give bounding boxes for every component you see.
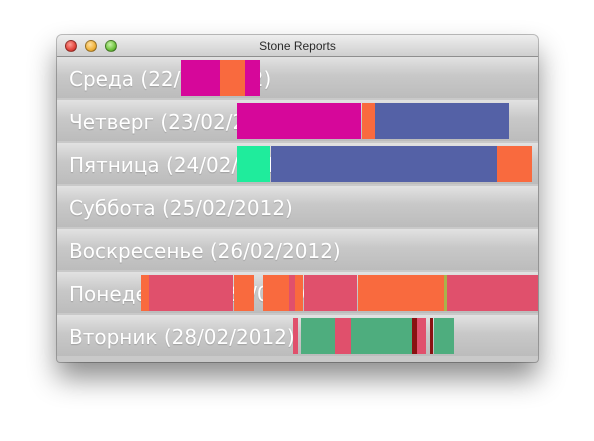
- activity-segment[interactable]: [351, 318, 412, 354]
- app-window: Stone Reports Среда (22/02/2012) Четверг …: [57, 35, 538, 362]
- day-row[interactable]: Пятница (24/02/2012): [57, 143, 538, 184]
- activity-segment[interactable]: [417, 318, 426, 354]
- activity-segment[interactable]: [295, 275, 303, 311]
- title-bar[interactable]: Stone Reports: [57, 35, 538, 57]
- activity-segment[interactable]: [444, 275, 447, 311]
- activity-segment[interactable]: [263, 275, 290, 311]
- activity-segment[interactable]: [447, 275, 538, 311]
- activity-segment[interactable]: [237, 103, 361, 139]
- day-label: Воскресенье (26/02/2012): [69, 239, 341, 263]
- activity-segment[interactable]: [430, 318, 433, 354]
- activity-segment[interactable]: [271, 146, 497, 182]
- activity-segment[interactable]: [301, 318, 335, 354]
- activity-segment[interactable]: [141, 275, 149, 311]
- activity-segment[interactable]: [362, 103, 375, 139]
- day-label: Суббота (25/02/2012): [69, 196, 293, 220]
- day-row[interactable]: Вторник (28/02/2012): [57, 315, 538, 356]
- activity-segment[interactable]: [412, 318, 417, 354]
- activity-segment[interactable]: [234, 275, 254, 311]
- zoom-window-button[interactable]: [105, 40, 117, 52]
- activity-segment[interactable]: [293, 318, 298, 354]
- activity-segment[interactable]: [358, 275, 444, 311]
- activity-segment[interactable]: [237, 146, 270, 182]
- activity-segment[interactable]: [220, 60, 245, 96]
- activity-segment[interactable]: [304, 275, 357, 311]
- activity-segment[interactable]: [149, 275, 233, 311]
- activity-segment[interactable]: [181, 60, 220, 96]
- activity-segment[interactable]: [289, 275, 295, 311]
- minimize-window-button[interactable]: [85, 40, 97, 52]
- day-report-list: Среда (22/02/2012) Четверг (23/02/2012) Пя…: [57, 57, 538, 356]
- day-row[interactable]: Четверг (23/02/2012): [57, 100, 538, 141]
- activity-segment[interactable]: [497, 146, 532, 182]
- day-row[interactable]: Понедельник (27/02/2012): [57, 272, 538, 313]
- activity-segment[interactable]: [375, 103, 509, 139]
- activity-segment[interactable]: [245, 60, 260, 96]
- day-row[interactable]: Среда (22/02/2012): [57, 57, 538, 98]
- day-label: Вторник (28/02/2012): [69, 325, 295, 349]
- activity-segment[interactable]: [434, 318, 454, 354]
- close-window-button[interactable]: [65, 40, 77, 52]
- activity-segment[interactable]: [335, 318, 351, 354]
- window-title: Stone Reports: [259, 39, 336, 53]
- day-row[interactable]: Суббота (25/02/2012): [57, 186, 538, 227]
- day-row[interactable]: Воскресенье (26/02/2012): [57, 229, 538, 270]
